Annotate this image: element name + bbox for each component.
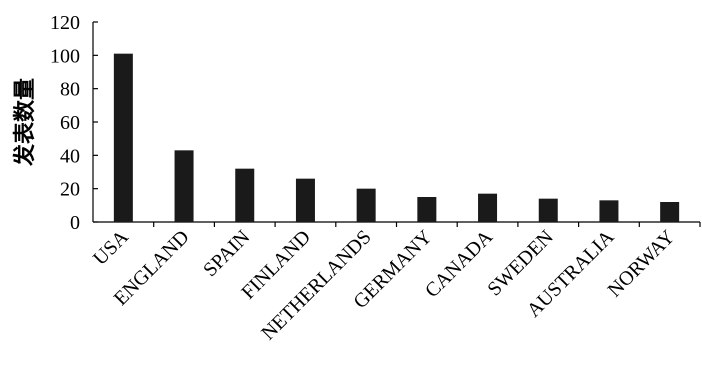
y-axis-title: 发表数量: [12, 78, 38, 167]
bar-germany: [417, 197, 437, 222]
bar-sweden: [538, 198, 558, 222]
bar-usa: [113, 53, 133, 222]
bar-norway: [660, 202, 680, 222]
y-tick-label: 20: [60, 179, 80, 201]
x-tick-label: CANADA: [421, 226, 497, 302]
bar-england: [174, 150, 194, 222]
y-tick-label: 60: [60, 112, 80, 134]
y-axis: 0 20 40 60 80 100 120: [50, 12, 98, 234]
bar-spain: [235, 168, 255, 222]
bar-netherlands: [356, 188, 376, 222]
y-tick-label: 40: [60, 145, 80, 167]
bar-australia: [599, 200, 619, 222]
bar-canada: [478, 193, 498, 222]
bars: [113, 53, 680, 222]
y-tick-label: 0: [70, 212, 80, 234]
bar-finland: [295, 178, 315, 222]
x-tick-label: NETHERLANDS: [257, 226, 375, 344]
y-tick-label: 100: [50, 45, 80, 67]
x-tick-label: NORWAY: [604, 226, 680, 302]
y-tick-label: 120: [50, 12, 80, 34]
x-tick-label: SPAIN: [199, 226, 254, 281]
x-tick-label: USA: [89, 226, 133, 270]
y-tick-label: 80: [60, 79, 80, 101]
x-axis: [93, 221, 701, 227]
